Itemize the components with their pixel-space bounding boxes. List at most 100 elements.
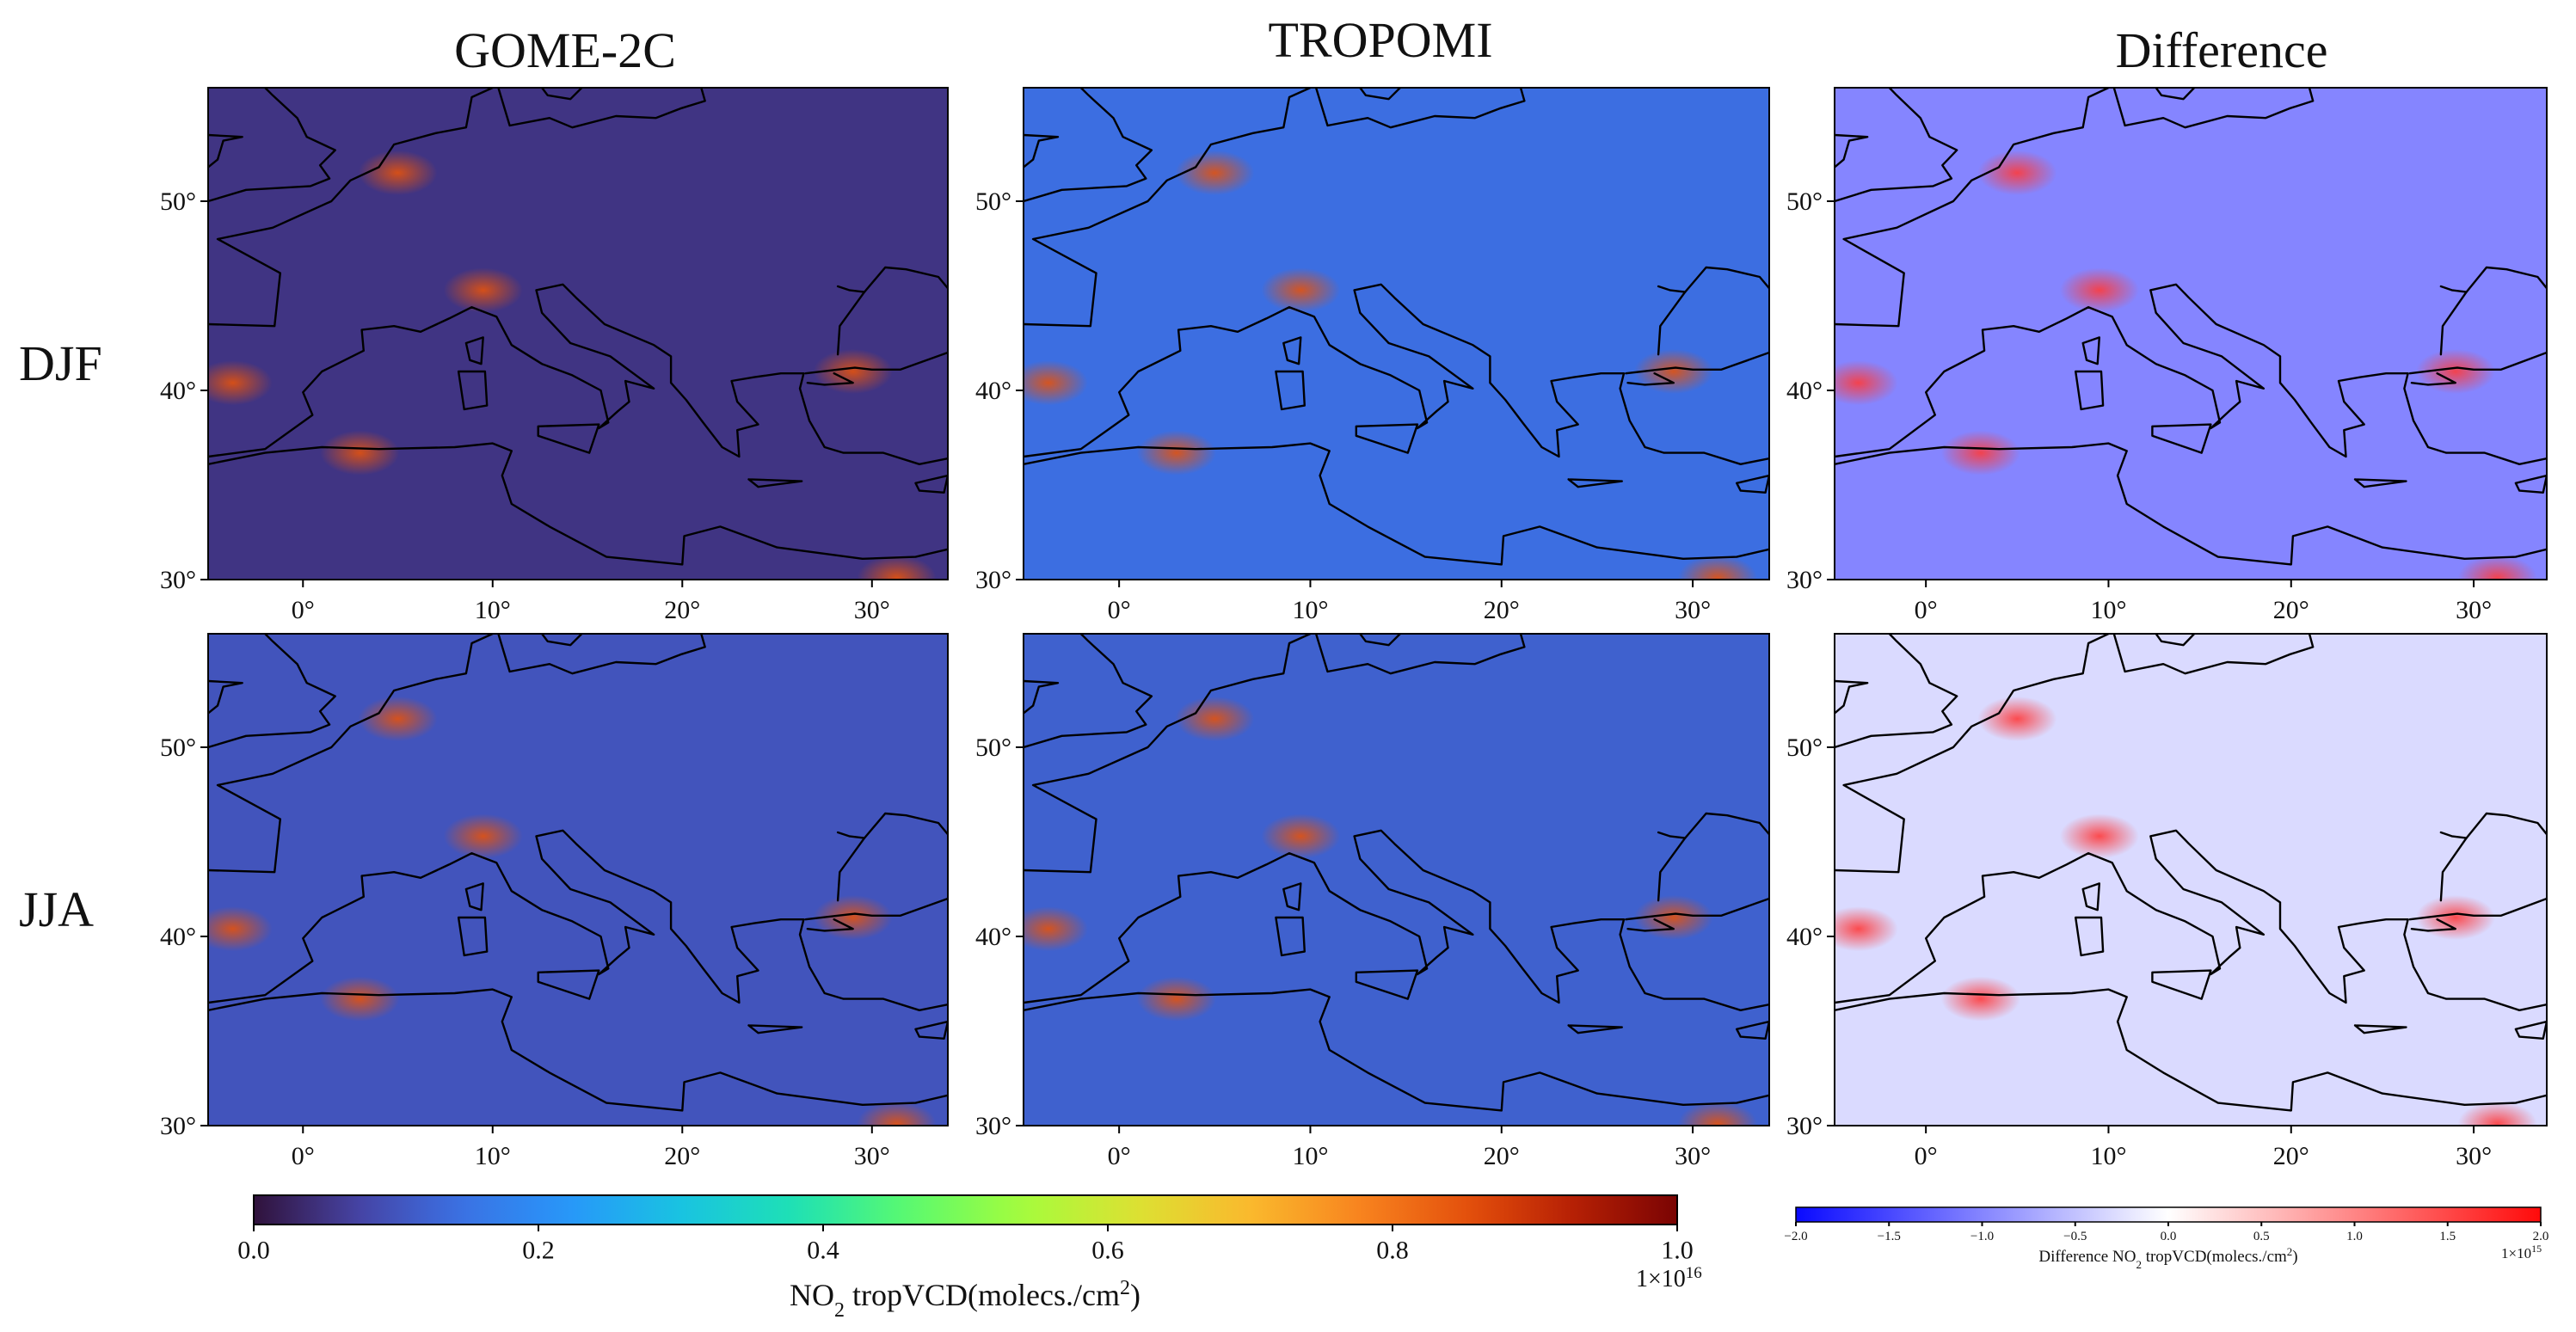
coastlines — [208, 634, 948, 1112]
coastline — [2410, 372, 2456, 386]
x-tick-label: 10° — [475, 1142, 511, 1170]
y-tick-label: 30° — [1786, 1112, 1823, 1140]
hotspot-cairo — [2457, 1101, 2537, 1126]
x-tick-label: 20° — [1484, 1142, 1520, 1170]
y-tick-label: 40° — [160, 377, 196, 405]
coastlines — [1835, 88, 2547, 566]
coastline — [1024, 829, 1769, 1011]
hotspot-madrid — [1835, 360, 1898, 406]
coastlines — [1024, 88, 1769, 566]
coastline — [457, 916, 489, 957]
colorbar-tick-label: 1.0 — [2346, 1230, 2363, 1243]
colorbar-tick-label: −0.5 — [2063, 1230, 2087, 1243]
colorbar-main-multiplier: 1×1016 — [1636, 1264, 1702, 1293]
map-panel: 0° 10° 20° 30° 30° 40° 50° — [975, 87, 1770, 624]
coastline — [1024, 988, 1769, 1112]
hotspot-cairo — [2457, 555, 2537, 580]
panel-frame — [207, 87, 949, 580]
coastline — [208, 133, 243, 169]
map-panel: 0° 10° 20° 30° 30° 40° 50° — [160, 87, 949, 624]
coastline — [1835, 133, 1869, 169]
coastline — [1024, 88, 1153, 203]
colorbar-difference-ticks: −2.0 −1.5 −1.0 −0.5 0.0 0.5 1.0 1.5 2.0 — [1784, 1222, 2548, 1243]
coastline — [1657, 285, 1687, 293]
hotspot-benelux-ruhr — [358, 697, 438, 741]
coastline — [1736, 1020, 1769, 1040]
map-panel: 0° 10° 20° 30° 30° 40° 50° — [1786, 633, 2548, 1170]
hotspot-cairo — [857, 1101, 937, 1126]
coastline — [2075, 916, 2105, 957]
coastline — [2353, 1024, 2407, 1034]
x-tick-label: 0° — [1108, 596, 1131, 624]
coastline — [1355, 423, 1419, 454]
x-tick-label: 10° — [2090, 596, 2126, 624]
coastline — [747, 478, 803, 488]
coastline — [1567, 478, 1623, 488]
coastline — [208, 988, 948, 1112]
coastline — [1835, 634, 1958, 749]
y-tick-label: 40° — [1786, 923, 1823, 951]
hotspot-benelux-ruhr — [1977, 150, 2057, 195]
coastline — [1835, 442, 2547, 566]
coastline — [2439, 285, 2468, 293]
coastline — [836, 831, 866, 839]
map-panel: 0° 10° 20° 30° 30° 40° 50° — [1786, 87, 2548, 624]
coastline — [1359, 634, 1402, 647]
coastline — [2155, 88, 2196, 101]
coastline — [806, 918, 854, 932]
coastline — [208, 829, 948, 1011]
coastlines — [1835, 634, 2547, 1112]
coastline — [2439, 831, 2468, 839]
colorbar-main-ticks: 0.0 0.2 0.4 0.6 0.8 1.0 — [237, 1225, 1694, 1265]
coastline — [1314, 88, 1526, 129]
coastline — [2439, 266, 2547, 356]
coastline — [2408, 897, 2547, 921]
colorbar-tick-label: 0.0 — [2161, 1230, 2177, 1243]
colorbar-main-label: NO2 tropVCD(molecs./cm2) — [790, 1277, 1140, 1322]
coastline — [537, 969, 600, 1000]
hotspot-benelux-ruhr — [1977, 697, 2057, 741]
coastline — [1835, 988, 2547, 1112]
coastline — [208, 634, 336, 749]
hotspot-madrid — [1024, 906, 1088, 952]
column-title-gome2c: GOME-2C — [454, 22, 676, 78]
coastline — [1024, 88, 1312, 328]
y-tick-label: 40° — [975, 923, 1011, 951]
hotspot-istanbul — [813, 349, 893, 394]
colorbar-tick-label: −2.0 — [1784, 1230, 1807, 1243]
x-tick-label: 30° — [854, 596, 890, 624]
coastline — [1314, 634, 1526, 675]
y-tick-label: 40° — [160, 923, 196, 951]
panel-frame — [1834, 633, 2548, 1126]
colorbar-main: 0.0 0.2 0.4 0.6 0.8 1.0 1×1016 NO2 tropVCD(mo… — [237, 1194, 1702, 1322]
map-background — [1024, 88, 1769, 580]
column-title-tropomi: TROPOMI — [1268, 12, 1492, 68]
y-tick-label: 30° — [975, 1112, 1011, 1140]
coastline — [1282, 336, 1302, 365]
coastline — [1835, 829, 2547, 1011]
coastline — [537, 423, 600, 454]
coastline — [747, 1024, 803, 1034]
y-tick-label: 50° — [160, 734, 196, 762]
coastline — [497, 634, 706, 675]
panel-frame — [1834, 87, 2548, 580]
map-background — [1024, 634, 1769, 1126]
coastline — [2075, 370, 2105, 411]
coastline — [208, 88, 336, 203]
coastline — [2514, 1020, 2547, 1040]
coastline — [2155, 634, 2196, 647]
panel-frame — [207, 633, 949, 1126]
colorbar-tick-label: 0.6 — [1091, 1237, 1124, 1265]
map-panels: 0° 10° 20° 30° 30° 40° 50° 0° 10° 20° 30° 30° 40° 50°… — [160, 87, 2548, 1170]
map-background — [208, 88, 948, 580]
coastline — [914, 474, 948, 494]
coastline — [1835, 88, 2110, 328]
coastline — [1567, 1024, 1623, 1034]
x-tick-label: 10° — [1292, 1142, 1328, 1170]
x-tick-label: 30° — [854, 1142, 890, 1170]
coastline — [208, 88, 494, 328]
x-tick-label: 20° — [2273, 1142, 2309, 1170]
hotspot-algiers — [1136, 976, 1216, 1022]
hotspot-cairo — [1677, 1101, 1757, 1126]
x-tick-label: 10° — [1292, 596, 1328, 624]
